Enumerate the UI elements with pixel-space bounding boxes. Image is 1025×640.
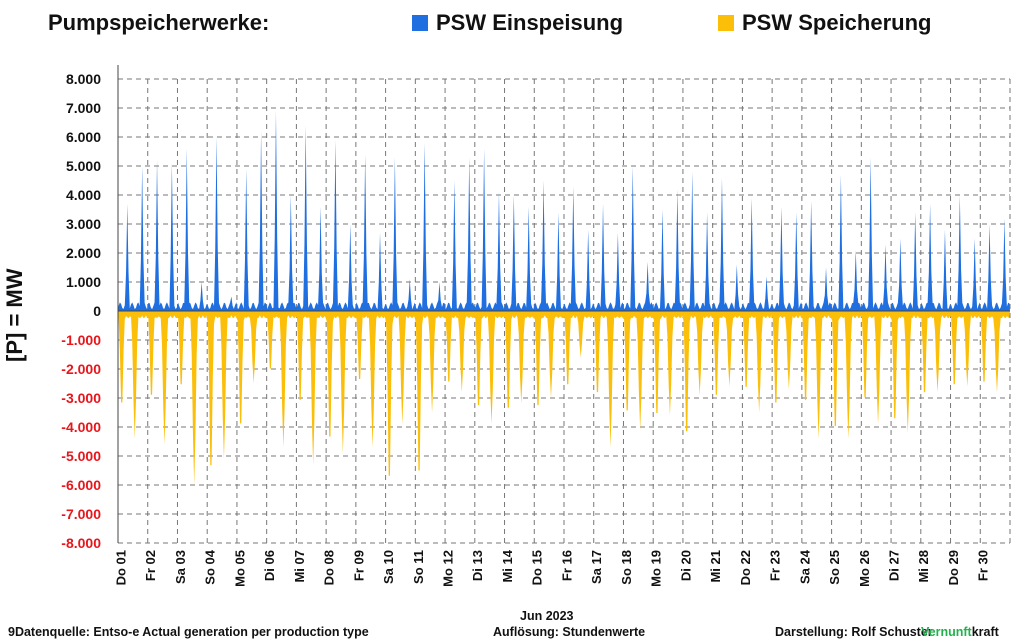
x-tick-label: Fr 09	[351, 550, 366, 581]
footer-brand: Vernunftkraft	[921, 625, 999, 639]
y-tick-label: 4.000	[66, 187, 101, 203]
y-tick-label: -5.000	[61, 448, 101, 464]
x-tick-label: Di 27	[887, 550, 902, 581]
footer-brand-green: Vernunft	[921, 625, 972, 639]
x-tick-label: So 25	[827, 550, 842, 585]
x-tick-label: So 04	[203, 549, 218, 584]
x-tick-label: Do 15	[530, 550, 545, 585]
x-tick-label: Di 06	[262, 550, 277, 581]
x-tick-label: Mo 12	[441, 550, 456, 587]
footer-brand-black: kraft	[971, 625, 999, 639]
y-tick-label: -1.000	[61, 332, 101, 348]
y-tick-label: 5.000	[66, 158, 101, 174]
y-tick-label: -4.000	[61, 419, 101, 435]
x-tick-label: Do 08	[322, 550, 337, 585]
footer-author: Darstellung: Rolf Schuster	[775, 625, 933, 639]
legend-speicherung-label: PSW Speicherung	[742, 10, 932, 35]
legend-einspeisung: PSW Einspeisung	[412, 10, 623, 36]
legend-einspeisung-swatch	[412, 15, 428, 31]
y-tick-label: -2.000	[61, 361, 101, 377]
legend-einspeisung-label: PSW Einspeisung	[436, 10, 624, 35]
x-tick-label: Sa 24	[797, 549, 812, 584]
y-tick-label: -6.000	[61, 477, 101, 493]
x-tick-label: Mi 14	[500, 549, 515, 582]
x-tick-label: Sa 03	[173, 550, 188, 584]
y-tick-label: 6.000	[66, 129, 101, 145]
x-tick-label: Sa 10	[381, 550, 396, 584]
legend-speicherung: PSW Speicherung	[718, 10, 931, 36]
footer-source: 9Datenquelle: Entso-e Actual generation …	[8, 625, 369, 639]
x-tick-label: Fr 30	[976, 550, 991, 581]
x-tick-label: Mo 05	[232, 550, 247, 587]
y-tick-label: 1.000	[66, 274, 101, 290]
y-tick-label: 3.000	[66, 216, 101, 232]
x-axis-label: Jun 2023	[520, 609, 574, 623]
x-tick-label: Di 13	[470, 550, 485, 581]
x-tick-label: Mi 07	[292, 550, 307, 583]
series-speicherung-area	[118, 311, 1010, 485]
chart-title: Pumpspeicherwerke:	[48, 10, 270, 35]
y-tick-label: -8.000	[61, 535, 101, 551]
x-tick-label: So 18	[619, 550, 634, 585]
x-tick-label: Di 20	[678, 550, 693, 581]
x-tick-label: Do 01	[113, 550, 128, 585]
x-tick-label: Do 29	[946, 550, 961, 585]
x-tick-label: Mo 19	[649, 550, 664, 587]
x-tick-label: Fr 02	[143, 550, 158, 581]
x-tick-label: Mi 28	[916, 550, 931, 583]
x-tick-label: Fr 16	[559, 550, 574, 581]
y-tick-label: 8.000	[66, 71, 101, 87]
y-tick-label: 0	[93, 303, 101, 319]
x-tick-label: So 11	[411, 550, 426, 584]
legend-speicherung-swatch	[718, 15, 734, 31]
footer-resolution: Auflösung: Stundenwerte	[493, 625, 646, 639]
x-tick-label: Sa 17	[589, 550, 604, 584]
x-tick-label: Do 22	[738, 550, 753, 585]
x-tick-label: Mo 26	[857, 550, 872, 587]
y-tick-label: -7.000	[61, 506, 101, 522]
x-tick-label: Mi 21	[708, 550, 723, 583]
y-tick-label: 7.000	[66, 100, 101, 116]
x-tick-label: Fr 23	[768, 550, 783, 581]
y-tick-label: 2.000	[66, 245, 101, 261]
y-tick-label: -3.000	[61, 390, 101, 406]
